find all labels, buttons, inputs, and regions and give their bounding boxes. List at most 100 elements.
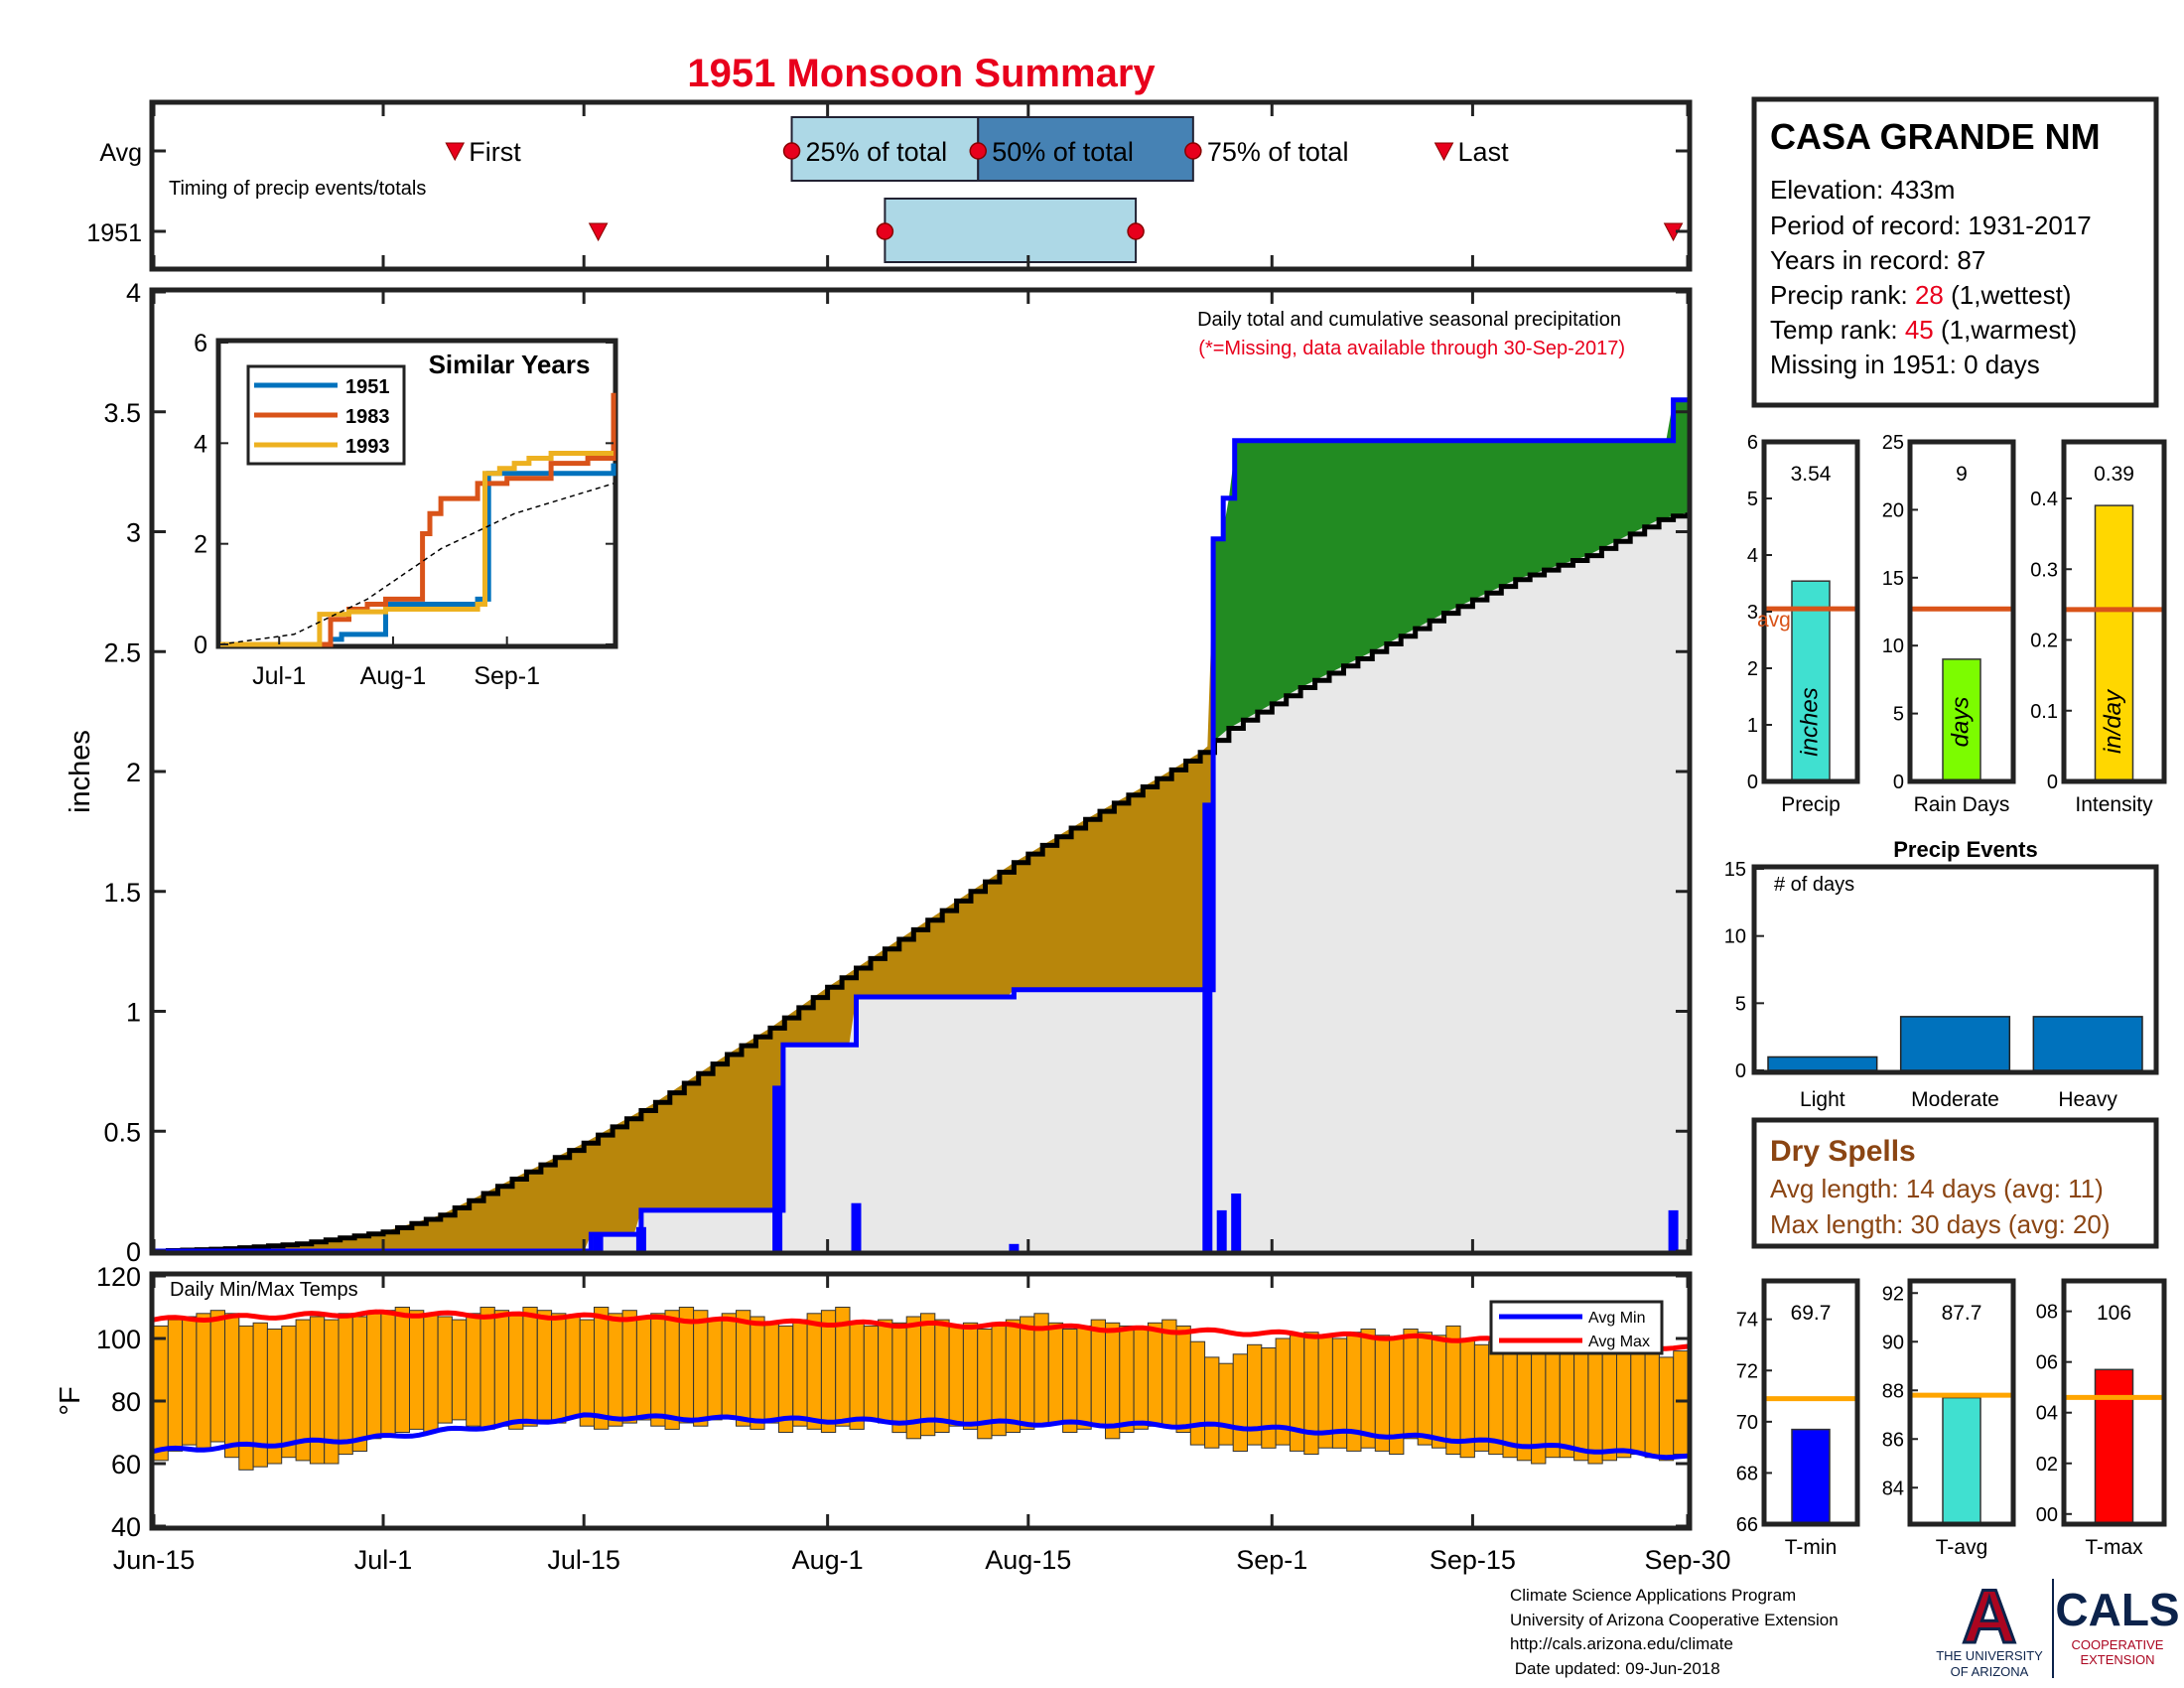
deficit-area [154, 538, 1215, 1251]
stats-ytick-label: 5 [1893, 704, 1904, 726]
x-tick-label: Aug-15 [985, 1545, 1071, 1575]
inset-legend-label: 1983 [345, 406, 390, 428]
daily-precip-bar [635, 1226, 646, 1251]
daily-temp-bar [493, 1310, 510, 1427]
ua-logo-line-2: OF ARIZONA [1951, 1664, 2029, 1679]
daily-temp-bar [1005, 1319, 1022, 1433]
daily-temp-bar [1673, 1350, 1689, 1456]
footer-line-4: Date updated: 09-Jun-2018 [1510, 1659, 1720, 1678]
stats-bar-text-1: days [1947, 697, 1974, 748]
daily-temp-bar [1090, 1319, 1106, 1427]
x-tick-label: Jul-1 [354, 1545, 413, 1575]
stats-value-label-0: 3.54 [1791, 463, 1832, 486]
temp-ytick-label: 60 [111, 1450, 141, 1479]
daily-temp-bar [1062, 1329, 1078, 1433]
stats-category-2: Intensity [2075, 793, 2153, 816]
avg-box-25-50 [790, 116, 980, 182]
seasonal-stats-panels: 3.54 inches Precip 0 1 2 3 4 5 6 9 days Rain Days 0 5 1… [1747, 432, 2167, 816]
daily-temp-bar [1644, 1353, 1660, 1459]
daily-precip-bar [1009, 1243, 1020, 1251]
stats-value-label-2: 106 [2097, 1302, 2131, 1325]
daily-temp-bar [1175, 1325, 1191, 1434]
precip-ytick-label: 0.5 [103, 1117, 141, 1147]
stats-bar-2 [2094, 504, 2134, 782]
daily-temp-bar [423, 1313, 439, 1434]
daily-temp-bar [608, 1313, 623, 1427]
daily-temp-bar [948, 1325, 964, 1427]
daily-temp-bar [579, 1319, 596, 1427]
daily-temp-bar [238, 1325, 254, 1471]
inset-ytick-label: 4 [194, 430, 207, 458]
timing-panel: Avg 1951 Timing of precip events/totals … [86, 99, 1693, 272]
daily-temp-bar [479, 1307, 495, 1430]
stats-ytick-label: 88 [1882, 1380, 1904, 1402]
station-precip-rank: Precip rank: 28 (1,wettest) [1770, 280, 2071, 310]
daily-temp-bar [182, 1316, 198, 1446]
y1951-p75-marker-icon [1127, 222, 1145, 240]
y1951-p25-marker-icon [876, 222, 894, 240]
daily-precip-bar [772, 1085, 783, 1251]
daily-temp-bar [366, 1313, 382, 1440]
inset-ytick-label: 2 [194, 531, 207, 559]
stats-ytick-label: 1 [1747, 715, 1758, 737]
station-years: Years in record: 87 [1770, 245, 1985, 275]
daily-temp-bar [678, 1307, 695, 1424]
daily-temp-bar [224, 1313, 240, 1459]
events-category-0: Light [1800, 1088, 1845, 1111]
daily-temp-bar [522, 1307, 538, 1427]
station-temp-rank: Temp rank: 45 (1,warmest) [1770, 315, 2077, 345]
station-name: CASA GRANDE NM [1770, 116, 2101, 157]
stats-bar-2 [2094, 1368, 2134, 1525]
timing-row-label-avg: Avg [99, 139, 142, 167]
daily-temp-bar [1545, 1337, 1561, 1459]
daily-temp-bar [1630, 1350, 1646, 1456]
station-period: Period of record: 1931-2017 [1770, 211, 2092, 240]
daily-temp-bar [635, 1316, 652, 1421]
avg-p75-marker-icon [1184, 142, 1202, 160]
precip-ytick-label: 1 [126, 998, 141, 1028]
stats-ytick-label: 86 [1882, 1429, 1904, 1451]
events-bar-2 [2032, 1016, 2143, 1071]
university-of-arizona-logo: A THE UNIVERSITY OF ARIZONA [1936, 1574, 2043, 1680]
stats-category-1: T-avg [1936, 1536, 1988, 1559]
daily-temp-bar [1432, 1335, 1447, 1449]
precip-ytick-label: 3.5 [103, 398, 141, 428]
daily-temp-bar [281, 1325, 297, 1459]
x-tick-label: Jul-15 [547, 1545, 620, 1575]
daily-temp-bar [167, 1319, 184, 1452]
events-bar-0 [1767, 1055, 1878, 1071]
daily-temp-bar [820, 1310, 837, 1433]
cals-logo-text: CALS [2055, 1584, 2179, 1635]
precip-events-panel: Precip Events # of days Light Moderate Hea… [1724, 837, 2159, 1111]
cals-logo: CALS COOPERATIVE EXTENSION [2055, 1584, 2179, 1667]
stats-ytick-label: 6 [1747, 432, 1758, 454]
station-elevation: Elevation: 433m [1770, 175, 1955, 205]
daily-temp-bar [1417, 1332, 1433, 1446]
stats-ytick-label: 20 [1882, 499, 1904, 521]
daily-temp-bar [621, 1310, 637, 1424]
stats-ytick-label: 0 [1747, 772, 1758, 793]
x-tick-label: Sep-15 [1430, 1545, 1516, 1575]
precip-avg-label: avg [1757, 609, 1791, 632]
avg-last-marker-icon [1433, 142, 1454, 162]
stats-value-label-1: 9 [1956, 463, 1968, 486]
daily-temp-bar [380, 1310, 396, 1437]
intensity-zero-label: 0 [2047, 772, 2058, 793]
daily-temp-bar [1161, 1319, 1177, 1427]
ua-logo-mark-icon: A [1963, 1575, 2017, 1659]
inset-legend-label: 1951 [345, 376, 390, 398]
stats-ytick-label: 08 [2036, 1302, 2058, 1324]
dry-spells-avg: Avg length: 14 days (avg: 11) [1770, 1174, 2104, 1203]
precip-ytick-label: 2 [126, 758, 141, 787]
dry-spells-max: Max length: 30 days (avg: 20) [1770, 1209, 2111, 1239]
daily-temp-bar [1289, 1335, 1305, 1452]
daily-temp-bar [1047, 1322, 1064, 1424]
daily-temp-bar [650, 1313, 666, 1427]
daily-temp-bar [1204, 1356, 1220, 1449]
events-inner-label: # of days [1774, 874, 1854, 896]
inset-ytick-label: 6 [194, 330, 207, 357]
y1951-first-marker-icon [588, 222, 609, 242]
normal-cumulative-area [154, 512, 1688, 1251]
daily-temp-bar [1502, 1337, 1518, 1459]
daily-temp-bar [1587, 1340, 1603, 1465]
